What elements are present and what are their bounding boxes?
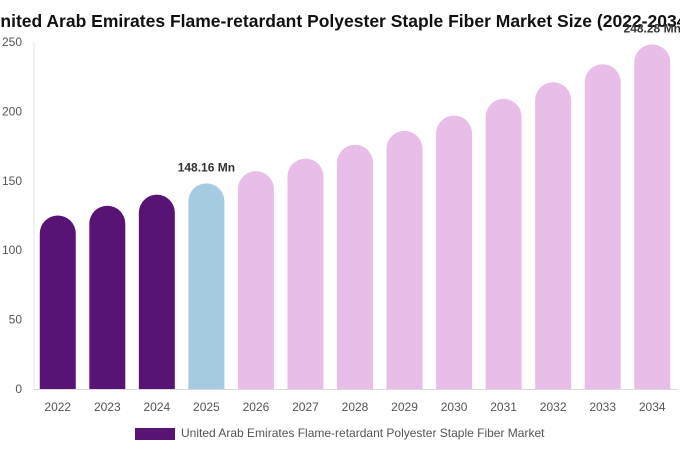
x-tick-label: 2031 [490, 400, 517, 414]
x-tick-label: 2030 [441, 400, 468, 414]
y-axis: 0 50 100 150 200 250 [2, 35, 22, 396]
legend-swatch [135, 428, 175, 440]
bar-2027 [287, 158, 324, 389]
bar-2031 [485, 98, 522, 390]
bar-2033 [584, 64, 621, 389]
x-tick-label: 2033 [589, 400, 616, 414]
legend-label: United Arab Emirates Flame-retardant Pol… [181, 426, 545, 440]
y-tick-label: 250 [2, 35, 22, 49]
x-tick-label: 2024 [143, 400, 170, 414]
bar-2030 [436, 115, 473, 389]
x-tick-label: 2027 [292, 400, 319, 414]
bar-2034 [634, 44, 671, 390]
legend: United Arab Emirates Flame-retardant Pol… [135, 426, 545, 440]
y-tick-label: 150 [2, 174, 22, 188]
bar-2029 [386, 130, 423, 389]
bar-2028 [337, 144, 373, 389]
data-labels: 148.16 Mn 248.28 Mn [178, 21, 680, 174]
x-tick-label: 2032 [540, 400, 567, 414]
data-label-2025: 148.16 Mn [178, 160, 235, 174]
y-tick-label: 50 [9, 313, 23, 327]
y-tick-label: 0 [15, 382, 22, 396]
bars [39, 44, 671, 390]
x-tick-label: 2026 [243, 400, 270, 414]
chart-title: United Arab Emirates Flame-retardant Pol… [0, 11, 680, 31]
x-tick-label: 2023 [94, 400, 121, 414]
bar-2023 [89, 205, 126, 389]
y-tick-label: 200 [2, 104, 22, 118]
x-tick-label: 2029 [391, 400, 418, 414]
data-label-2034: 248.28 Mn [624, 21, 680, 35]
x-axis: 2022 2023 2024 2025 2026 2027 2028 2029 2030 2031… [44, 400, 665, 414]
bar-2032 [535, 82, 572, 389]
x-tick-label: 2034 [639, 400, 666, 414]
bar-2025 [188, 183, 225, 389]
bar-2022 [39, 215, 76, 389]
bar-2024 [138, 194, 175, 389]
x-tick-label: 2025 [193, 400, 220, 414]
y-tick-label: 100 [2, 243, 22, 257]
bar-2026 [237, 171, 274, 389]
x-tick-label: 2022 [44, 400, 71, 414]
x-tick-label: 2028 [342, 400, 369, 414]
